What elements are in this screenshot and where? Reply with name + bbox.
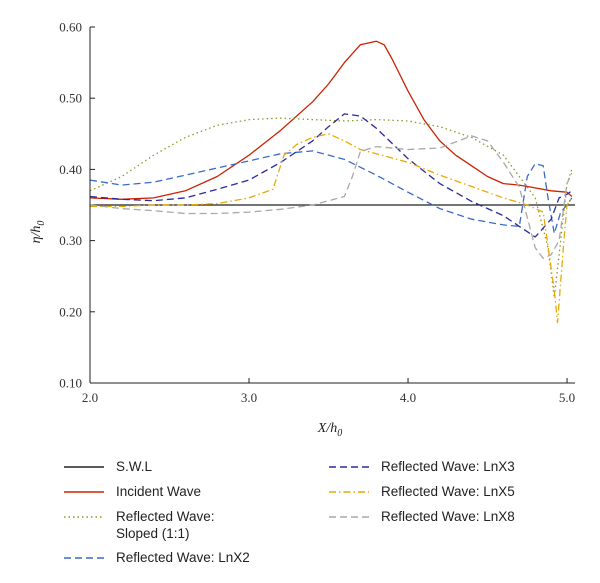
legend-swatch [64,557,104,559]
plot-area [89,40,575,324]
x-tick-label: 4.0 [400,390,416,405]
x-tick-label: 2.0 [82,390,98,405]
series-line-5 [90,133,573,324]
legend-label: Reflected Wave: Sloped (1:1) [116,509,215,541]
series-line-2 [89,117,573,299]
legend-label: Reflected Wave: LnX2 [116,550,250,565]
series-line-1 [89,40,573,200]
y-tick-label: 0.50 [59,91,82,106]
x-tick-label: 5.0 [559,390,575,405]
legend-label: S.W.L [116,459,153,474]
y-tick-label: 0.10 [59,376,82,391]
series-line-3 [89,150,573,235]
legend-swatch [64,466,104,468]
legend-label: Reflected Wave: LnX5 [381,484,515,499]
y-tick-label: 0.40 [59,162,82,177]
y-tick-label: 0.30 [59,233,82,248]
legend-item: Incident Wave [60,483,201,501]
axes: 0.10 0.20 0.30 0.40 0.50 0.60 2.0 3.0 4.0 5.0 [59,20,575,406]
legend-swatch [329,466,369,468]
legend-swatch [329,516,369,518]
legend-label: Reflected Wave: LnX3 [381,459,515,474]
y-tick-label: 0.60 [59,20,82,35]
line-chart: 0.10 0.20 0.30 0.40 0.50 0.60 2.0 3.0 4.0 5.0 X/h… [29,20,575,440]
legend-item: S.W.L [60,458,152,476]
x-tick-label: 3.0 [241,390,257,405]
legend-swatch [64,491,104,493]
legend-label: Incident Wave [116,484,202,499]
legend-item: Reflected Wave: LnX2 [60,549,250,567]
y-tick-label: 0.20 [59,304,82,319]
legend-item: Reflected Wave: Sloped (1:1) [60,508,215,542]
series-line-6 [89,135,573,260]
x-axis-label: X/h0 [317,421,342,439]
legend-item: Reflected Wave: LnX5 [325,483,515,501]
legend-swatch [329,491,369,493]
legend-label: Reflected Wave: LnX8 [381,509,515,524]
legend-swatch [64,516,104,518]
legend-item: Reflected Wave: LnX8 [325,508,515,526]
y-axis-label: η/h0 [29,221,47,244]
series-line-4 [89,113,573,238]
legend-item: Reflected Wave: LnX3 [325,458,515,476]
